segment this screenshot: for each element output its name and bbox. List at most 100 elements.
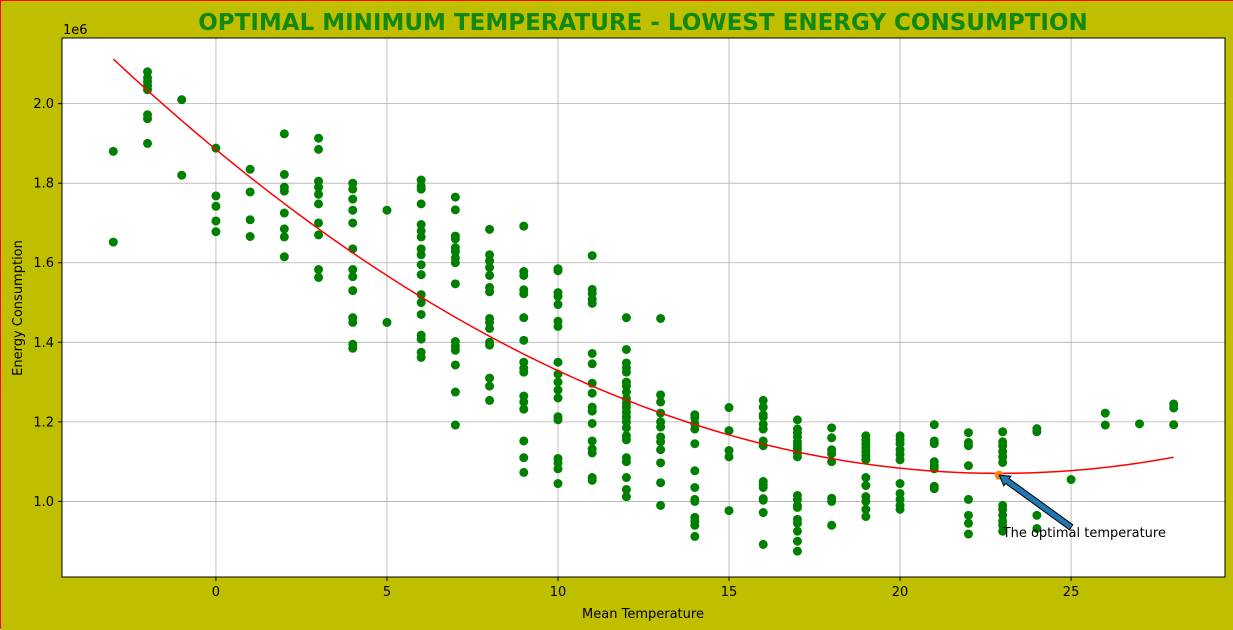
data-point bbox=[758, 495, 768, 505]
data-point bbox=[724, 426, 734, 436]
data-point bbox=[758, 482, 768, 492]
data-point bbox=[553, 385, 563, 395]
data-point bbox=[108, 146, 118, 156]
data-point bbox=[861, 512, 871, 522]
data-point bbox=[348, 265, 358, 275]
y-tick-label: 1.2 bbox=[33, 415, 54, 430]
data-point bbox=[792, 526, 802, 536]
x-tick-label: 20 bbox=[892, 585, 909, 600]
data-point bbox=[143, 138, 153, 148]
data-point bbox=[587, 251, 597, 261]
data-point bbox=[450, 258, 460, 268]
data-point bbox=[485, 287, 495, 297]
data-point bbox=[450, 247, 460, 257]
data-point bbox=[348, 205, 358, 215]
data-point bbox=[621, 484, 631, 494]
data-point bbox=[690, 520, 700, 530]
data-point bbox=[177, 170, 187, 180]
data-point bbox=[1066, 475, 1076, 485]
data-point bbox=[211, 201, 221, 211]
data-point bbox=[108, 237, 118, 247]
data-point bbox=[348, 272, 358, 282]
data-point bbox=[314, 230, 324, 240]
data-point bbox=[621, 423, 631, 433]
data-point bbox=[314, 199, 324, 209]
y-tick-label: 1.0 bbox=[33, 495, 54, 510]
data-point bbox=[485, 340, 495, 350]
data-point bbox=[929, 484, 939, 494]
data-point bbox=[314, 189, 324, 199]
data-point bbox=[485, 323, 495, 333]
data-point bbox=[416, 260, 426, 270]
data-point bbox=[587, 388, 597, 398]
data-point bbox=[553, 300, 563, 310]
data-point bbox=[827, 449, 837, 459]
data-point bbox=[519, 335, 529, 345]
data-point bbox=[416, 220, 426, 230]
data-point bbox=[724, 403, 734, 413]
data-point bbox=[1032, 510, 1042, 520]
data-point bbox=[553, 464, 563, 474]
data-point bbox=[553, 415, 563, 425]
data-point bbox=[553, 377, 563, 387]
data-point bbox=[348, 286, 358, 296]
data-point bbox=[792, 536, 802, 546]
data-point bbox=[690, 466, 700, 476]
data-point bbox=[348, 343, 358, 353]
data-point bbox=[553, 479, 563, 489]
y-tick-label: 1.4 bbox=[33, 336, 54, 351]
data-point bbox=[1169, 403, 1179, 413]
data-point bbox=[690, 439, 700, 449]
data-point bbox=[553, 357, 563, 367]
data-point bbox=[382, 317, 392, 327]
data-point bbox=[519, 221, 529, 231]
data-point bbox=[587, 448, 597, 458]
data-point bbox=[279, 208, 289, 218]
data-point bbox=[245, 187, 255, 197]
data-point bbox=[963, 461, 973, 471]
chart-title: OPTIMAL MINIMUM TEMPERATURE - LOWEST ENE… bbox=[198, 10, 1088, 36]
x-axis-label: Mean Temperature bbox=[582, 607, 704, 622]
data-point bbox=[1032, 523, 1042, 533]
data-point bbox=[485, 395, 495, 405]
data-point bbox=[792, 518, 802, 528]
data-point bbox=[656, 437, 666, 447]
data-point bbox=[519, 313, 529, 323]
data-point bbox=[553, 321, 563, 331]
data-point bbox=[245, 231, 255, 241]
data-point bbox=[348, 184, 358, 194]
data-point bbox=[963, 441, 973, 451]
data-point bbox=[348, 218, 358, 228]
data-point bbox=[861, 455, 871, 465]
data-point bbox=[963, 494, 973, 504]
data-point bbox=[929, 439, 939, 449]
data-point bbox=[827, 423, 837, 433]
data-point bbox=[587, 436, 597, 446]
data-point bbox=[861, 504, 871, 514]
data-point bbox=[348, 317, 358, 327]
data-point bbox=[279, 232, 289, 242]
data-point bbox=[656, 390, 666, 400]
x-tick-label: 25 bbox=[1063, 585, 1080, 600]
data-point bbox=[553, 393, 563, 403]
data-point bbox=[450, 205, 460, 215]
data-point bbox=[279, 252, 289, 262]
data-point bbox=[279, 169, 289, 179]
data-point bbox=[690, 482, 700, 492]
annotation-arrow bbox=[998, 474, 1074, 531]
data-point bbox=[656, 500, 666, 510]
data-point bbox=[621, 457, 631, 467]
data-point bbox=[963, 518, 973, 528]
data-point bbox=[587, 475, 597, 485]
data-point bbox=[485, 256, 495, 266]
data-point bbox=[279, 186, 289, 196]
data-point bbox=[827, 433, 837, 443]
data-point bbox=[519, 436, 529, 446]
data-point bbox=[416, 250, 426, 260]
data-point bbox=[656, 422, 666, 432]
data-point bbox=[416, 270, 426, 280]
data-point bbox=[553, 266, 563, 276]
data-point bbox=[416, 199, 426, 209]
